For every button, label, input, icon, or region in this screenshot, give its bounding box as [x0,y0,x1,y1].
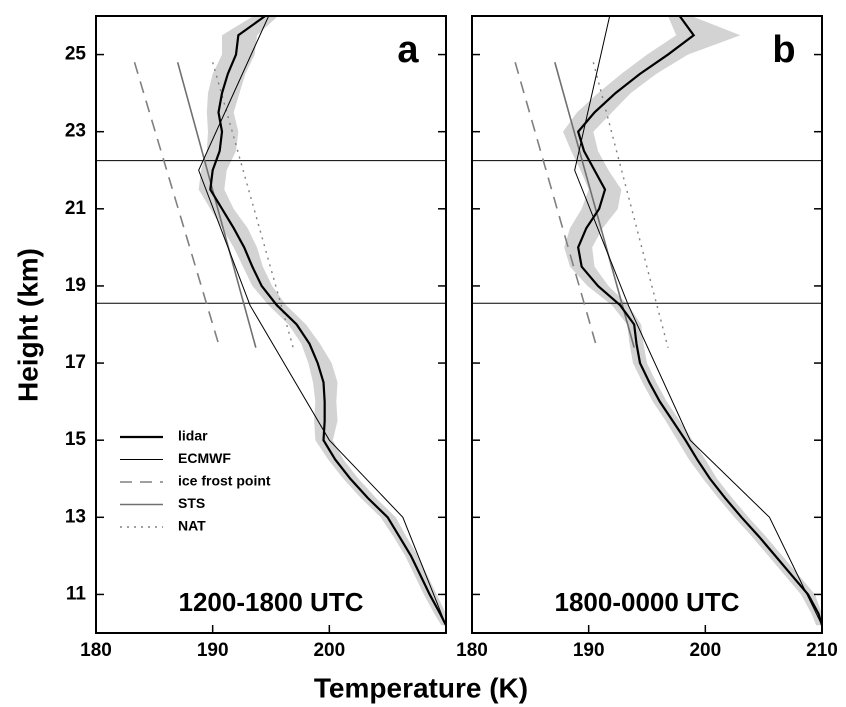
y-tick-label: 25 [65,44,87,65]
profile-line [209,16,446,626]
profile-line [198,16,446,626]
y-tick-label: 23 [65,121,86,142]
y-tick-label: 17 [65,352,86,373]
profile-line [133,62,221,348]
y-axis-title: Height (km) [12,248,43,402]
plot-frame [95,15,447,634]
uncertainty-band [198,16,446,626]
x-tick-label: 190 [573,640,605,661]
legend-label: NAT [178,518,206,534]
profile-line [176,62,257,348]
y-tick-label: 13 [65,506,86,527]
plot-area [472,16,822,626]
legend-label: STS [178,495,205,511]
plot-area [96,16,446,626]
profile-line [554,62,635,348]
profile-line [514,62,598,348]
profile-line [576,16,822,626]
legend-label: ice frost point [178,473,271,489]
x-tick-label: 210 [806,640,838,661]
x-tick-label: 190 [197,640,229,661]
profile-line [574,16,822,626]
profile-line [592,62,669,348]
panel-label: a [397,29,419,71]
panel-annotation: 1200-1800 UTC [179,587,364,617]
uncertainty-band [563,16,822,626]
x-tick-label: 200 [313,640,345,661]
y-tick-label: 19 [65,275,86,296]
legend-label: lidar [178,428,208,444]
plot-frame [471,15,823,634]
x-tick-label: 200 [689,640,721,661]
y-tick-label: 11 [66,583,87,604]
x-tick-label: 180 [456,640,488,661]
panel-label: b [772,29,795,71]
y-tick-label: 15 [65,429,87,450]
panel-annotation: 1800-0000 UTC [555,587,740,617]
x-tick-label: 180 [80,640,112,661]
x-axis-title: Temperature (K) [314,672,528,703]
legend-label: ECMWF [178,450,231,466]
y-tick-label: 21 [65,198,87,219]
